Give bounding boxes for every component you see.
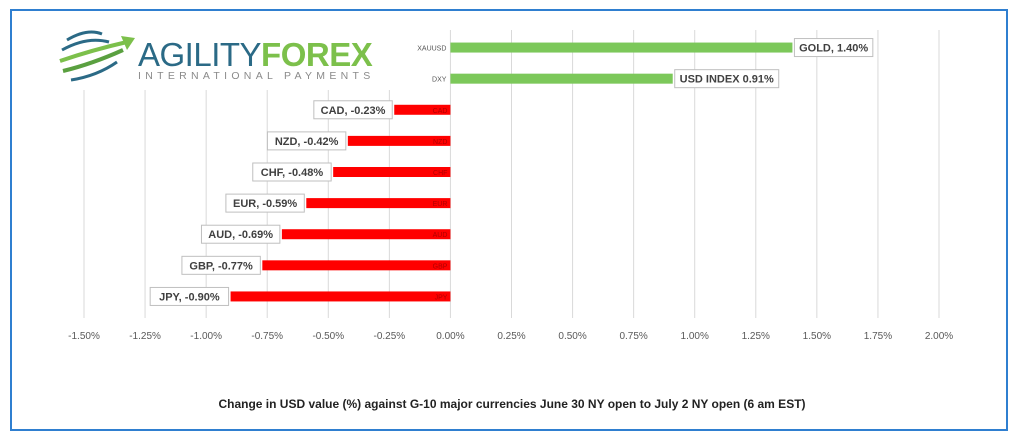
- x-tick-label: 1.50%: [803, 331, 831, 342]
- data-label-box: [181, 255, 261, 275]
- data-label-box: [313, 100, 393, 120]
- x-tick-label: -1.00%: [190, 331, 222, 342]
- x-tick-label: 0.50%: [558, 331, 586, 342]
- x-tick-label: -0.50%: [312, 331, 344, 342]
- data-label: GOLD, 1.40%: [799, 43, 868, 55]
- data-label-box: [252, 162, 332, 182]
- data-label: USD INDEX 0.91%: [680, 74, 774, 86]
- bar-eur: [306, 198, 451, 209]
- brand-name: AGILITYFOREX: [138, 36, 373, 74]
- data-label-box: [266, 131, 347, 151]
- category-label: CHF: [433, 170, 447, 177]
- data-label: CHF, -0.48%: [261, 167, 324, 179]
- data-label: CAD, -0.23%: [321, 105, 386, 117]
- data-label: AUD, -0.69%: [208, 229, 273, 241]
- bar-xauusd: [450, 42, 793, 53]
- category-label: CAD: [433, 108, 448, 115]
- x-tick-label: 0.00%: [436, 331, 464, 342]
- globe-arrow-logo-icon: [59, 30, 135, 82]
- chart-title: Change in USD value (%) against G-10 maj…: [218, 397, 806, 411]
- data-label: EUR, -0.59%: [233, 198, 297, 210]
- category-label: DXY: [432, 77, 447, 84]
- data-label-box: [149, 286, 230, 306]
- bar-aud: [281, 229, 451, 240]
- data-label: GBP, -0.77%: [189, 260, 253, 272]
- x-tick-label: -1.50%: [68, 331, 100, 342]
- data-label-box: [225, 193, 305, 213]
- x-tick-label: 0.25%: [497, 331, 525, 342]
- x-tick-label: 1.00%: [681, 331, 709, 342]
- bar-jpy: [230, 291, 451, 302]
- brand-part1: AGILITY: [138, 36, 262, 73]
- chart-frame: [10, 9, 1008, 431]
- x-tick-label: -0.25%: [374, 331, 406, 342]
- brand-tagline: INTERNATIONAL PAYMENTS: [138, 70, 375, 82]
- bar-chf: [333, 167, 451, 177]
- data-label-box: [674, 69, 780, 89]
- x-tick-label: 1.75%: [864, 331, 892, 342]
- x-tick-label: 1.25%: [742, 331, 770, 342]
- category-label: EUR: [433, 201, 448, 208]
- category-label: JPY: [435, 294, 448, 301]
- bar-dxy: [450, 73, 673, 84]
- data-label-box: [793, 38, 874, 58]
- category-label: AUD: [433, 232, 448, 239]
- x-tick-label: 2.00%: [925, 331, 953, 342]
- category-label: NZD: [433, 139, 447, 146]
- bar-nzd: [347, 135, 451, 146]
- data-label: NZD, -0.42%: [275, 136, 339, 148]
- bar-gbp: [262, 260, 451, 271]
- category-label: XAUUSD: [417, 46, 446, 53]
- data-label-box: [200, 224, 281, 244]
- bar-cad: [394, 104, 451, 115]
- brand-part2: FOREX: [261, 36, 373, 73]
- x-tick-label: -0.75%: [251, 331, 283, 342]
- x-tick-label: -1.25%: [129, 331, 161, 342]
- data-label: JPY, -0.90%: [159, 291, 220, 303]
- x-tick-label: 0.75%: [619, 331, 647, 342]
- category-label: GBP: [433, 263, 448, 270]
